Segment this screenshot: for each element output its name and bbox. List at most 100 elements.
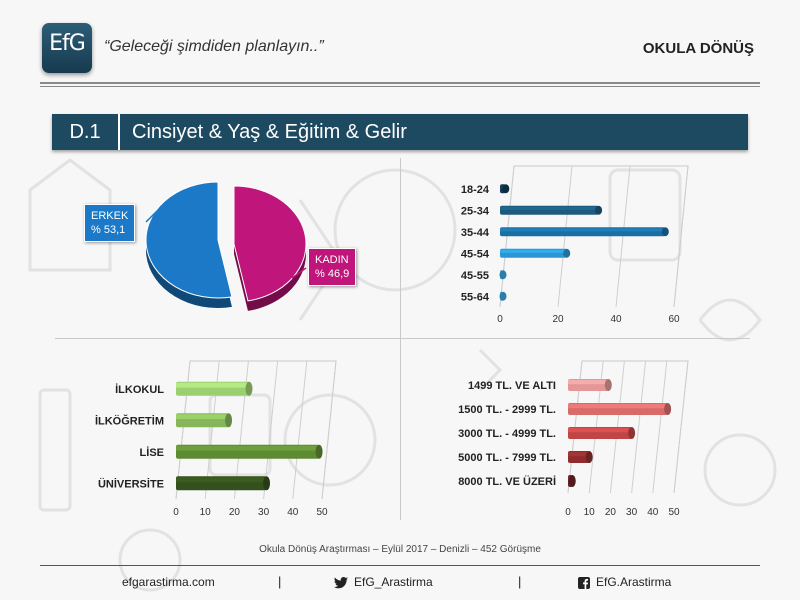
banner-separator — [118, 114, 120, 150]
age-bar-cap — [563, 248, 571, 258]
twitter-link[interactable]: EfG_Arastirma — [334, 575, 433, 589]
income-category-label: 8000 TL. VE ÜZERİ — [458, 475, 556, 488]
age-bar-cap — [595, 205, 603, 215]
age-bar-cap — [499, 291, 507, 301]
education-bar-highlight — [176, 477, 267, 483]
age-category-label: 18-24 — [461, 184, 490, 196]
education-bar-cap — [225, 413, 233, 428]
footer-separator: | — [278, 574, 282, 589]
income-category-label: 1500 TL. - 2999 TL. — [458, 404, 556, 416]
age-category-label: 25-34 — [461, 205, 490, 217]
female-value: % 46,9 — [315, 268, 350, 280]
age-tick-label: 20 — [552, 314, 564, 325]
education-tick-label: 50 — [316, 507, 328, 518]
age-bar-highlight — [500, 228, 666, 232]
income-gridline — [652, 360, 668, 494]
education-bar-cap — [315, 444, 323, 459]
income-bar-highlight — [568, 404, 668, 409]
income-bar-cap — [585, 451, 593, 463]
pie-slice-erkek — [145, 181, 233, 299]
education-gridline — [292, 360, 308, 500]
income-category-label: 3000 TL. - 4999 TL. — [458, 428, 556, 440]
education-bar-cap — [245, 381, 253, 396]
income-tick-label: 50 — [668, 507, 680, 518]
age-bar-highlight — [500, 206, 599, 210]
age-tick-label: 0 — [497, 314, 503, 325]
age-category-label: 45-55 — [461, 270, 489, 282]
twitter-handle: EfG_Arastirma — [354, 575, 433, 589]
header-divider-bottom — [40, 86, 760, 87]
age-category-label: 45-54 — [461, 248, 490, 260]
pie-slice-kadin — [233, 185, 307, 302]
income-category-label: 5000 TL. - 7999 TL. — [458, 452, 556, 464]
education-tick-label: 20 — [229, 507, 241, 518]
education-bar-highlight — [176, 414, 229, 420]
male-callout: ERKEK % 53,1 — [84, 204, 136, 242]
education-tick-label: 0 — [173, 507, 179, 518]
income-bar-cap — [568, 475, 576, 487]
income-bar-highlight — [568, 452, 590, 457]
age-gridline — [615, 165, 631, 308]
section-banner: D.1 Cinsiyet & Yaş & Eğitim & Gelir — [52, 114, 748, 150]
age-gridline — [673, 165, 689, 308]
education-category-label: ÜNİVERSİTE — [98, 477, 164, 490]
female-callout-connector — [291, 267, 307, 279]
survey-info: Okula Dönüş Araştırması – Eylül 2017 – D… — [259, 544, 541, 555]
education-gridline — [321, 360, 337, 500]
male-value: % 53,1 — [91, 224, 126, 236]
website-link[interactable]: efgarastirma.com — [122, 575, 215, 589]
education-tick-label: 10 — [200, 507, 212, 518]
section-title: OKULA DÖNÜŞ — [642, 40, 754, 57]
age-gridline — [557, 165, 573, 308]
income-bar-highlight — [568, 428, 632, 433]
income-bar-cap — [628, 427, 636, 439]
age-category-label: 55-64 — [461, 291, 490, 303]
age-bar-highlight — [500, 249, 567, 253]
male-callout-connector — [145, 209, 159, 223]
education-tick-label: 30 — [258, 507, 270, 518]
income-bar-cap — [604, 379, 612, 391]
education-bar-cap — [263, 476, 271, 491]
income-tick-label: 20 — [605, 507, 617, 518]
header-divider-top — [40, 82, 760, 84]
age-bar-cap — [499, 270, 507, 280]
footer-divider — [40, 565, 760, 566]
income-gridline — [631, 360, 647, 494]
education-category-label: İLKÖĞRETİM — [95, 414, 164, 427]
slogan: “Geleceği şimdiden planlayın..” — [104, 38, 324, 55]
education-bar-highlight — [176, 445, 320, 451]
education-tick-label: 40 — [287, 507, 299, 518]
footer-separator-2: | — [518, 574, 522, 589]
facebook-link[interactable]: EfG.Arastirma — [578, 575, 671, 589]
income-bar-highlight — [568, 380, 609, 385]
income-tick-label: 10 — [584, 507, 596, 518]
twitter-icon — [334, 576, 348, 589]
income-tick-label: 0 — [565, 507, 571, 518]
education-category-label: LİSE — [140, 446, 164, 459]
banner-title: Cinsiyet & Yaş & Eğitim & Gelir — [132, 121, 407, 143]
quadrant-divider-vertical — [400, 158, 401, 520]
facebook-icon — [578, 576, 590, 589]
banner-code: D.1 — [69, 121, 101, 143]
income-gridline — [673, 360, 689, 494]
age-bar-cap — [661, 227, 669, 237]
income-category-label: 1499 TL. VE ALTI — [468, 380, 556, 392]
facebook-page: EfG.Arastirma — [596, 575, 672, 589]
education-gridline — [263, 360, 279, 500]
female-label: KADIN — [315, 254, 349, 266]
male-label: ERKEK — [91, 210, 129, 222]
income-tick-label: 30 — [626, 507, 638, 518]
income-tick-label: 40 — [647, 507, 659, 518]
female-callout: KADIN % 46,9 — [308, 248, 357, 286]
age-tick-label: 40 — [610, 314, 622, 325]
quadrant-divider-horizontal — [55, 338, 750, 339]
income-bar-cap — [664, 403, 672, 415]
age-category-label: 35-44 — [461, 227, 490, 239]
education-bar-highlight — [176, 382, 249, 388]
age-bar-cap — [502, 184, 510, 194]
